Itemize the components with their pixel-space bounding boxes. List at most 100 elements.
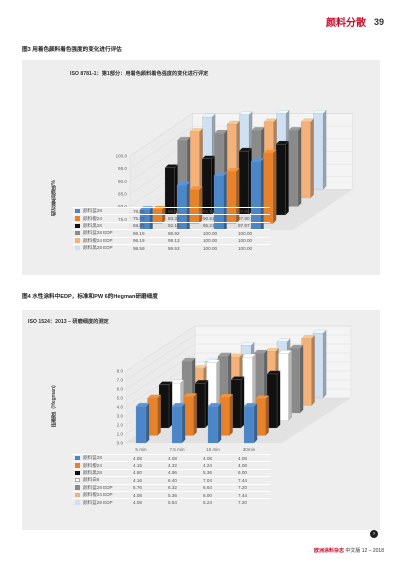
fig3-table-cell: 95.21 (200, 221, 235, 230)
fig4-category-label: 7.5 min (169, 447, 185, 452)
fig4-table-cell: 7.20 (235, 483, 270, 492)
fig3-table-cell: 92.14 (165, 221, 200, 230)
fig3-table-row: 颜料蓝28 EDP 96.19 98.92 100.00 100.00 (72, 229, 270, 238)
fig3-gridline-side (129, 126, 193, 169)
fig4-table-cell: 4.08 (165, 453, 200, 462)
fig4-table-row: 颜料蓝28 EDP 4.08 5.84 6.24 7.20 (72, 498, 270, 507)
fig4-table-cell: 4.08 (235, 461, 270, 470)
fig3-table-cell: 92.19 (200, 206, 235, 215)
fig3-ytick-label: 95.0 (118, 166, 127, 171)
fig4-table-row: 颜料橙24 EDP 4.08 5.36 6.00 7.44 (72, 490, 270, 499)
fig4-table-cell: 4.24 (200, 461, 235, 470)
fig4-series-name: 颜料蓝28 (72, 453, 130, 462)
figure4-caption: 图4 水性涂料中EDP，标准和PW 6的Hegman研磨细度 (22, 294, 158, 300)
legend-swatch-icon (75, 455, 80, 461)
legend-swatch-icon (75, 470, 80, 475)
legend-swatch-icon (75, 238, 80, 243)
page-header: 颜料分散 39 (326, 14, 384, 30)
fig4-table-cell: 7.44 (235, 490, 270, 499)
fig3-series-name: 颜料黑28 EDP (72, 243, 130, 252)
figure3-data-table: 颜料蓝28 78.85 88.52 92.19 97.80 颜料橙24 75.63 83.32… (72, 206, 270, 252)
fig4-bar (207, 402, 222, 444)
fig3-series-name: 颜料蓝28 EDP (72, 229, 130, 238)
fig3-table-row: 颜料蓝28 78.85 88.52 92.19 97.80 (72, 206, 270, 215)
fig4-table-cell: 5.36 (165, 490, 200, 499)
legend-swatch-icon (75, 216, 80, 221)
fig4-category-label: 5 min (135, 447, 147, 452)
fig4-table-cell: 7.20 (235, 498, 270, 507)
fig4-bar (243, 402, 258, 444)
fig3-gridline-side (129, 113, 193, 157)
fig4-bar (219, 393, 233, 436)
fig3-series-name: 颜料橙24 (72, 214, 130, 223)
fig3-ytick-label: 90.0 (118, 179, 127, 184)
legend-swatch-icon (75, 208, 80, 214)
fig4-table-cell: 4.08 (235, 453, 270, 462)
fig4-table-cell: 6.32 (165, 483, 200, 492)
page-footer: 欧洲涂料杂志 中文版 12 – 2018 (314, 547, 384, 554)
fig3-table-cell: 100.00 (235, 236, 270, 245)
fig4-ytick-label: 1.0 (117, 432, 124, 437)
fig4-table-cell: 4.16 (130, 461, 165, 470)
fig4-table-cell: 4.08 (130, 490, 165, 499)
fig4-ytick-label: 8.0 (117, 369, 124, 374)
fig3-table-cell: 98.92 (165, 229, 200, 238)
fig3-table-cell: 99.13 (165, 236, 200, 245)
fig3-ytick-label: 85.0 (118, 192, 127, 197)
fig4-table-cell: 5.84 (165, 498, 200, 507)
fig4-bar (158, 381, 173, 429)
fig3-table-cell: 88.65 (130, 221, 165, 230)
footer-brand: 欧洲涂料杂志 (313, 548, 344, 554)
legend-swatch-icon (75, 230, 80, 236)
fig3-table-cell: 100.00 (235, 229, 270, 238)
fig3-table-cell: 90.51 (200, 214, 235, 223)
legend-swatch-icon (75, 245, 80, 251)
fig3-table-cell: 78.85 (130, 206, 165, 215)
fig3-bar (300, 118, 314, 199)
fig4-table-cell: 4.96 (165, 468, 200, 477)
fig4-bar (255, 395, 269, 436)
legend-swatch-icon (75, 500, 80, 505)
legend-swatch-icon (75, 223, 80, 228)
fig4-ytick-label: 2.0 (117, 423, 124, 428)
figure4-title: ISO 1524：2013 – 研磨细度的测定 (28, 319, 109, 325)
fig3-table-cell: 96.19 (130, 236, 165, 245)
figure3-panel: ISO 8781-1：第1部分：用着色颜料着色强度的变化进行评定 相对着色强度/… (22, 60, 380, 275)
fig4-table-row: 颜料蓝28 4.08 4.08 4.08 4.08 (72, 453, 270, 462)
fig4-table-row: 颜料橙24 4.16 4.32 4.24 4.08 (72, 461, 270, 470)
fig4-table-cell: 4.32 (165, 461, 200, 470)
fig3-table-cell: 75.63 (130, 214, 165, 223)
next-page-arrow-icon: › (370, 530, 378, 538)
fig4-series-name: 颜料白6 (72, 476, 130, 485)
fig4-table-cell: 7.44 (235, 476, 270, 485)
fig4-gridline-side (125, 325, 196, 372)
fig4-table-cell: 4.08 (200, 453, 235, 462)
figure4-chart: 0.0 1.0 2.0 3.0 4.0 5.0 6.0 7.0 8.0 5 min 7.5 min 1… (117, 325, 352, 452)
fig4-ytick-label: 7.0 (117, 378, 124, 383)
fig3-table-cell: 97.97 (235, 221, 270, 230)
fig3-series-name: 颜料黑28 (72, 221, 130, 230)
figure4-data-table: 颜料蓝28 4.08 4.08 4.08 4.08 颜料橙24 4.16 4.32 4.24 4.… (72, 453, 270, 507)
fig4-table-row: 颜料白6 4.16 6.40 7.04 7.44 (72, 476, 270, 485)
fig4-bar (312, 329, 327, 399)
fig4-bar (230, 376, 245, 429)
fig3-table-cell: 100.00 (200, 236, 235, 245)
page-number: 39 (373, 16, 384, 27)
fig3-table-row: 颜料黑28 88.65 92.14 95.21 97.97 (72, 221, 270, 230)
fig3-table-cell: 100.00 (200, 229, 235, 238)
fig4-category-label: 30min (243, 447, 256, 452)
fig4-table-cell: 5.76 (130, 483, 165, 492)
fig4-bar (266, 370, 281, 429)
footer-edition: 中文版 (345, 548, 361, 554)
fig3-bar (189, 128, 203, 199)
fig4-ytick-label: 4.0 (117, 405, 124, 410)
fig4-ytick-label: 6.0 (117, 387, 124, 392)
fig4-table-cell: 4.80 (130, 468, 165, 477)
fig3-table-cell: 88.52 (165, 206, 200, 215)
legend-swatch-icon (75, 477, 80, 483)
fig3-bar (275, 140, 289, 216)
fig4-series-name: 颜料橙24 EDP (72, 490, 130, 499)
fig4-bar (278, 350, 292, 421)
fig4-series-name: 颜料橙24 (72, 461, 130, 470)
